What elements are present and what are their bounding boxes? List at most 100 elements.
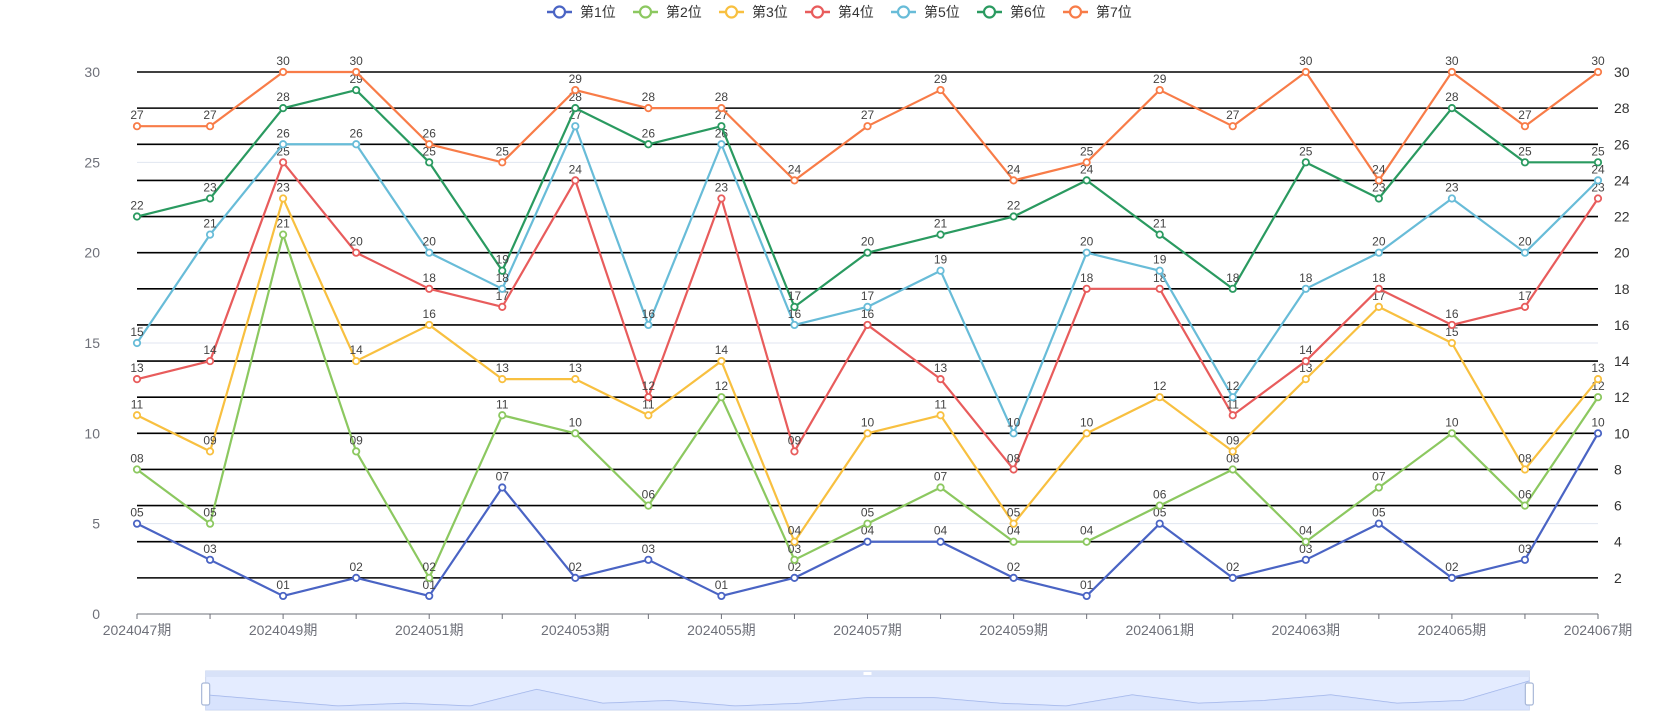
data-point[interactable] (352, 67, 361, 77)
data-point[interactable] (1009, 537, 1018, 546)
data-point[interactable] (863, 537, 872, 546)
data-point[interactable] (1447, 573, 1457, 582)
data-point[interactable] (1593, 158, 1603, 167)
data-point[interactable] (352, 356, 361, 366)
data-point[interactable] (1447, 320, 1457, 330)
data-point[interactable] (1082, 158, 1091, 167)
data-point[interactable] (1082, 176, 1091, 185)
data-point[interactable] (571, 104, 580, 113)
data-point[interactable] (863, 248, 872, 257)
legend-item-4[interactable]: 第4位 (805, 4, 874, 20)
data-point[interactable] (936, 266, 945, 275)
data-point[interactable] (1520, 248, 1530, 257)
data-point[interactable] (498, 411, 507, 420)
data-point[interactable] (1155, 284, 1164, 293)
data-point[interactable] (1374, 194, 1383, 203)
data-point[interactable] (278, 230, 288, 239)
legend-item-6[interactable]: 第6位 (977, 4, 1046, 20)
data-point[interactable] (1082, 591, 1091, 601)
data-point[interactable] (571, 85, 580, 95)
data-point[interactable] (863, 519, 872, 528)
data-point[interactable] (1447, 104, 1457, 113)
data-point[interactable] (132, 519, 142, 528)
data-point[interactable] (1520, 555, 1530, 564)
data-point[interactable] (863, 122, 872, 131)
data-point[interactable] (644, 320, 653, 330)
data-zoom-slider[interactable] (137, 670, 1598, 711)
data-point[interactable] (1155, 230, 1164, 239)
data-point[interactable] (1155, 519, 1164, 528)
data-point[interactable] (1520, 501, 1530, 510)
data-point[interactable] (571, 122, 580, 131)
data-point[interactable] (790, 320, 799, 330)
data-point[interactable] (425, 591, 434, 601)
data-point[interactable] (425, 320, 434, 330)
legend-item-2[interactable]: 第2位 (633, 4, 702, 20)
data-point[interactable] (1593, 429, 1603, 438)
data-point[interactable] (1301, 537, 1310, 546)
data-point[interactable] (425, 573, 434, 582)
data-point[interactable] (717, 393, 726, 402)
data-point[interactable] (1082, 284, 1091, 293)
data-point[interactable] (1374, 302, 1383, 311)
data-point[interactable] (1228, 465, 1237, 474)
data-point[interactable] (936, 537, 945, 546)
data-point[interactable] (205, 230, 215, 239)
data-point[interactable] (936, 230, 945, 239)
data-point[interactable] (1374, 248, 1383, 257)
data-point[interactable] (132, 411, 142, 420)
data-point[interactable] (132, 212, 142, 221)
data-point[interactable] (498, 158, 507, 167)
data-point[interactable] (717, 104, 726, 113)
data-point[interactable] (425, 248, 434, 257)
data-point[interactable] (1155, 266, 1164, 275)
data-point[interactable] (1520, 302, 1530, 311)
data-point[interactable] (1593, 67, 1603, 77)
data-point[interactable] (1593, 176, 1603, 185)
data-point[interactable] (1082, 537, 1091, 546)
data-point[interactable] (352, 85, 361, 95)
data-point[interactable] (1447, 429, 1457, 438)
data-point[interactable] (425, 284, 434, 293)
data-point[interactable] (571, 375, 580, 384)
data-point[interactable] (1082, 248, 1091, 257)
data-point[interactable] (498, 266, 507, 275)
data-point[interactable] (644, 411, 653, 420)
data-point[interactable] (1009, 519, 1018, 528)
data-point[interactable] (571, 176, 580, 185)
data-point[interactable] (936, 483, 945, 492)
data-point[interactable] (205, 519, 215, 528)
data-point[interactable] (132, 338, 142, 348)
data-point[interactable] (1301, 555, 1310, 564)
data-point[interactable] (1374, 519, 1383, 528)
data-point[interactable] (132, 465, 142, 474)
data-point[interactable] (1082, 429, 1091, 438)
data-point[interactable] (1155, 393, 1164, 402)
data-point[interactable] (1228, 573, 1237, 582)
data-point[interactable] (1228, 284, 1237, 293)
data-point[interactable] (498, 483, 507, 492)
data-point[interactable] (1447, 194, 1457, 203)
data-point[interactable] (278, 158, 288, 167)
data-point[interactable] (1228, 122, 1237, 131)
data-point[interactable] (644, 393, 653, 402)
data-point[interactable] (790, 573, 799, 582)
data-point[interactable] (205, 555, 215, 564)
data-point[interactable] (498, 375, 507, 384)
data-point[interactable] (1593, 375, 1603, 384)
data-point[interactable] (278, 104, 288, 113)
data-point[interactable] (352, 573, 361, 582)
data-point[interactable] (790, 555, 799, 564)
data-point[interactable] (425, 158, 434, 167)
data-point[interactable] (863, 302, 872, 311)
data-point[interactable] (1301, 284, 1310, 293)
data-point[interactable] (498, 284, 507, 293)
data-point[interactable] (278, 140, 288, 149)
data-point[interactable] (352, 248, 361, 257)
data-point[interactable] (790, 176, 799, 185)
data-point[interactable] (790, 302, 799, 311)
data-point[interactable] (863, 429, 872, 438)
data-point[interactable] (571, 573, 580, 582)
data-point[interactable] (571, 429, 580, 438)
data-point[interactable] (205, 122, 215, 131)
